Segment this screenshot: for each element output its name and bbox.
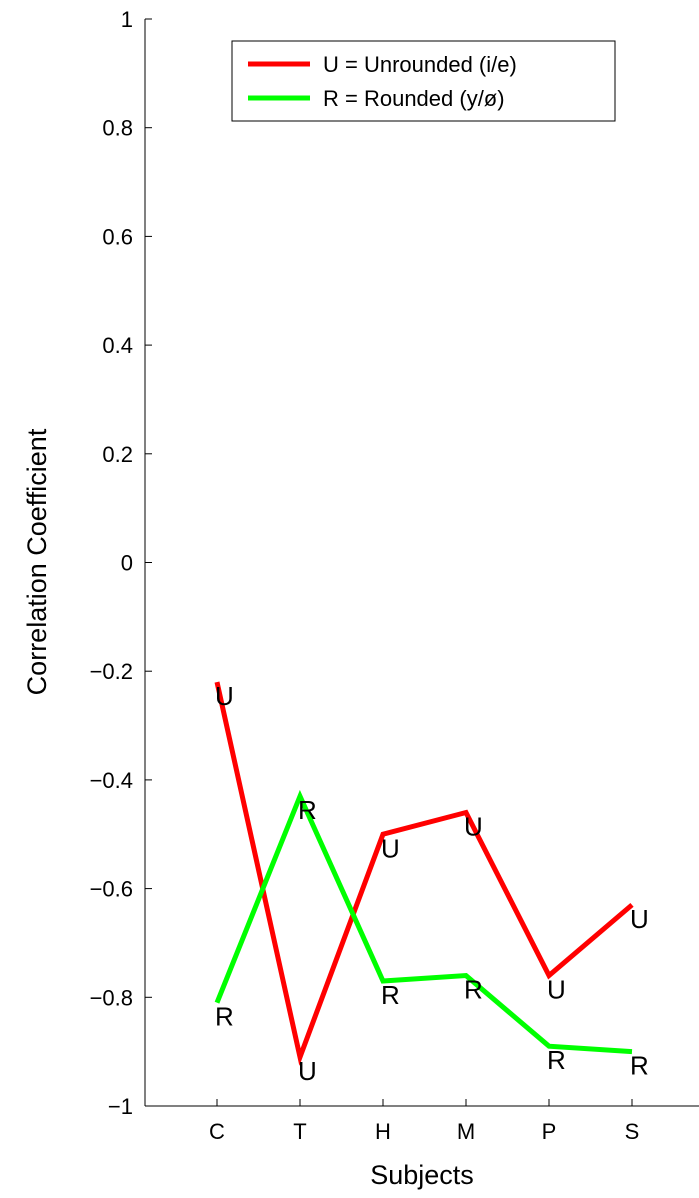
point-label: R bbox=[381, 980, 400, 1010]
y-tick-label: −0.6 bbox=[90, 877, 133, 902]
point-label: U bbox=[215, 681, 234, 711]
x-axis-title: Subjects bbox=[370, 1160, 474, 1190]
point-label: U bbox=[381, 833, 400, 863]
y-tick-label: −0.4 bbox=[90, 768, 133, 793]
legend-label-unrounded: U = Unrounded (i/e) bbox=[323, 52, 517, 77]
point-label: R bbox=[215, 1002, 234, 1032]
legend-label-rounded: R = Rounded (y/ø) bbox=[323, 86, 505, 111]
point-label: U bbox=[547, 975, 566, 1005]
y-tick-label: 0.4 bbox=[102, 333, 133, 358]
x-tick-label: C bbox=[209, 1119, 225, 1144]
point-label: U bbox=[298, 1056, 317, 1086]
point-label: R bbox=[630, 1051, 649, 1081]
series-layer bbox=[214, 681, 634, 1066]
point-label: U bbox=[464, 812, 483, 842]
y-tick-label: 0.8 bbox=[102, 116, 133, 141]
legend: U = Unrounded (i/e) R = Rounded (y/ø) bbox=[231, 40, 616, 122]
legend-box bbox=[231, 40, 616, 122]
x-tick-label: T bbox=[293, 1119, 306, 1144]
point-label: R bbox=[298, 795, 317, 825]
x-tick-label: S bbox=[625, 1119, 640, 1144]
point-label: R bbox=[547, 1045, 566, 1075]
series-line-1 bbox=[214, 789, 633, 1055]
y-tick-label: −0.8 bbox=[90, 985, 133, 1010]
y-tick-label: −0.2 bbox=[90, 659, 133, 684]
x-tick-label: H bbox=[375, 1119, 391, 1144]
y-axis-ticks: −1 −0.8 −0.6 −0.4 −0.2 0 0.2 0.4 0.6 0.8 1 bbox=[90, 7, 152, 1119]
point-label: U bbox=[630, 904, 649, 934]
y-tick-label: 1 bbox=[121, 7, 133, 32]
plot-axes bbox=[144, 19, 699, 1107]
y-tick-label: 0.2 bbox=[102, 442, 133, 467]
series-line-0 bbox=[214, 681, 634, 1066]
point-label: R bbox=[464, 975, 483, 1005]
y-tick-label: −1 bbox=[108, 1094, 133, 1119]
y-tick-label: 0 bbox=[121, 551, 133, 576]
point-labels-layer: U U U U U U R R R R R R bbox=[215, 681, 649, 1086]
x-tick-label: P bbox=[542, 1119, 557, 1144]
y-tick-label: 0.6 bbox=[102, 224, 133, 249]
x-tick-label: M bbox=[457, 1119, 475, 1144]
y-axis-title: Correlation Coefficient bbox=[22, 428, 52, 695]
